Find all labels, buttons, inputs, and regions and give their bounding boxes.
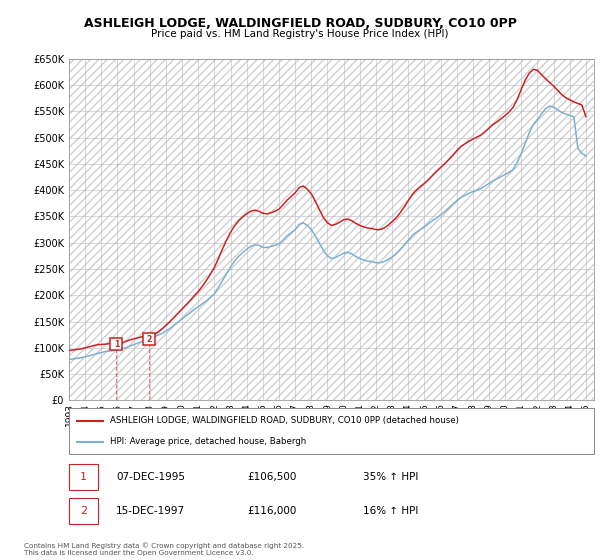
Text: ASHLEIGH LODGE, WALDINGFIELD ROAD, SUDBURY, CO10 0PP (detached house): ASHLEIGH LODGE, WALDINGFIELD ROAD, SUDBU… [110, 416, 459, 425]
Text: Price paid vs. HM Land Registry's House Price Index (HPI): Price paid vs. HM Land Registry's House … [151, 29, 449, 39]
Text: 15-DEC-1997: 15-DEC-1997 [116, 506, 185, 516]
Text: HPI: Average price, detached house, Babergh: HPI: Average price, detached house, Babe… [110, 437, 306, 446]
FancyBboxPatch shape [69, 408, 594, 454]
Text: 1: 1 [114, 340, 119, 349]
Text: 2: 2 [146, 335, 152, 344]
Text: ASHLEIGH LODGE, WALDINGFIELD ROAD, SUDBURY, CO10 0PP: ASHLEIGH LODGE, WALDINGFIELD ROAD, SUDBU… [83, 17, 517, 30]
Text: 35% ↑ HPI: 35% ↑ HPI [363, 472, 418, 482]
FancyBboxPatch shape [69, 498, 98, 524]
Text: 07-DEC-1995: 07-DEC-1995 [116, 472, 185, 482]
FancyBboxPatch shape [69, 464, 98, 490]
Text: 2: 2 [80, 506, 87, 516]
Text: Contains HM Land Registry data © Crown copyright and database right 2025.
This d: Contains HM Land Registry data © Crown c… [24, 542, 304, 556]
Text: 1: 1 [80, 472, 87, 482]
Text: £106,500: £106,500 [248, 472, 297, 482]
Text: 16% ↑ HPI: 16% ↑ HPI [363, 506, 418, 516]
Text: £116,000: £116,000 [248, 506, 297, 516]
